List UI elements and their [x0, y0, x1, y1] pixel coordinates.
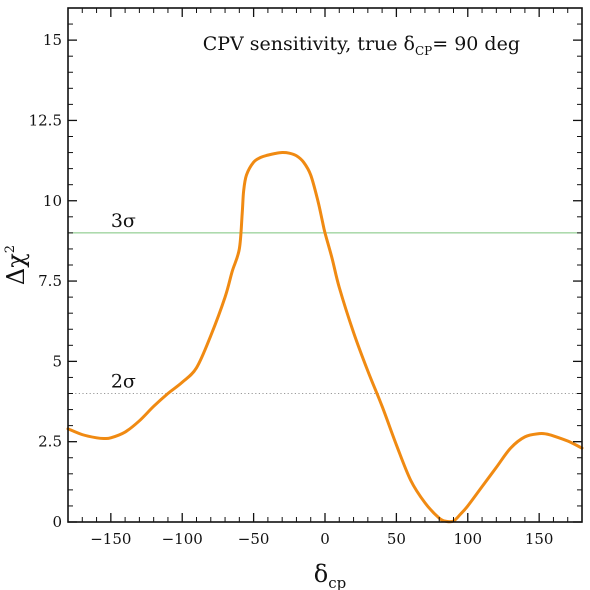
x-tick-label: −50 — [238, 530, 270, 548]
y-tick-label: 2.5 — [38, 433, 62, 451]
x-tick-label: 50 — [387, 530, 406, 548]
x-tick-label: −150 — [90, 530, 131, 548]
y-tick-label: 15 — [43, 31, 62, 49]
x-tick-label: −100 — [162, 530, 203, 548]
x-axis-label: δcp — [314, 560, 346, 590]
y-tick-label: 12.5 — [29, 111, 62, 129]
plot-frame — [67, 7, 583, 523]
y-tick-label: 10 — [43, 192, 62, 210]
plot-area — [68, 8, 582, 522]
reference-line-label-2: 2σ — [111, 371, 136, 393]
x-tick-label: 100 — [453, 530, 482, 548]
y-tick-label: 0 — [52, 513, 62, 531]
series-line-1 — [66, 151, 584, 524]
chart-title: CPV sensitivity, true δCP= 90 deg — [203, 33, 520, 58]
y-tick-label: 7.5 — [38, 272, 62, 290]
x-tick-label: 150 — [525, 530, 554, 548]
y-axis-label: Δχ2 — [2, 245, 30, 285]
reference-line-label-1: 3σ — [111, 210, 136, 232]
y-tick-label: 5 — [52, 352, 62, 370]
x-tick-label: 0 — [320, 530, 330, 548]
